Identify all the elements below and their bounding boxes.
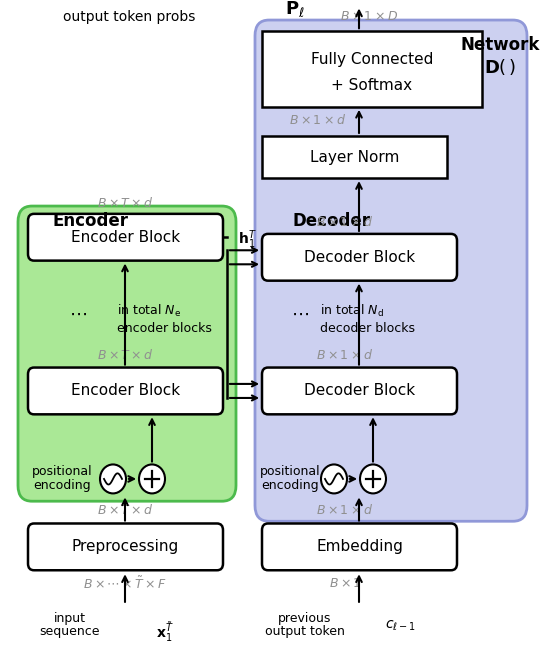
Text: Decoder Block: Decoder Block — [304, 250, 415, 265]
FancyBboxPatch shape — [262, 368, 457, 414]
Text: previous: previous — [279, 612, 332, 625]
Text: $B \times T \times d$: $B \times T \times d$ — [96, 348, 153, 362]
Text: decoder blocks: decoder blocks — [320, 322, 415, 335]
Text: Network: Network — [460, 36, 540, 54]
Text: $B \times T \times d$: $B \times T \times d$ — [96, 196, 153, 210]
Text: positional: positional — [32, 464, 92, 477]
Text: $B \times \cdots \times \tilde{T} \times F$: $B \times \cdots \times \tilde{T} \times… — [83, 576, 167, 592]
Text: input: input — [54, 612, 86, 625]
Bar — [262, 136, 447, 178]
Text: $c_{\ell-1}$: $c_{\ell-1}$ — [385, 619, 416, 633]
Text: Preprocessing: Preprocessing — [72, 539, 179, 554]
Circle shape — [360, 464, 386, 494]
Bar — [262, 31, 482, 107]
Text: Fully Connected: Fully Connected — [311, 52, 433, 67]
Text: Decoder Block: Decoder Block — [304, 384, 415, 399]
Text: encoding: encoding — [261, 479, 319, 492]
FancyBboxPatch shape — [255, 20, 527, 521]
Text: Encoder Block: Encoder Block — [71, 384, 180, 399]
Text: Layer Norm: Layer Norm — [310, 149, 399, 165]
Circle shape — [321, 464, 347, 494]
Text: output token: output token — [265, 625, 345, 638]
Circle shape — [100, 464, 126, 494]
FancyBboxPatch shape — [28, 368, 223, 414]
Text: $\cdots$: $\cdots$ — [69, 305, 87, 323]
FancyBboxPatch shape — [262, 523, 457, 570]
FancyBboxPatch shape — [28, 523, 223, 570]
Text: Encoder: Encoder — [52, 211, 128, 229]
Text: $B \times 1 \times d$: $B \times 1 \times d$ — [289, 113, 347, 127]
FancyBboxPatch shape — [262, 234, 457, 280]
Text: Decoder: Decoder — [293, 211, 371, 229]
Text: in total $N_\mathrm{e}$: in total $N_\mathrm{e}$ — [117, 303, 181, 318]
Text: $\mathbf{D}(\,)$: $\mathbf{D}(\,)$ — [484, 57, 516, 77]
Text: $B \times 1 \times D$: $B \times 1 \times D$ — [340, 10, 398, 23]
Text: $B \times 1 \times d$: $B \times 1 \times d$ — [317, 503, 374, 517]
FancyBboxPatch shape — [28, 214, 223, 260]
Text: $B \times 1 \times d$: $B \times 1 \times d$ — [317, 214, 374, 229]
Text: $\mathbf{h}_1^T$: $\mathbf{h}_1^T$ — [238, 228, 257, 251]
Text: $B \times T \times d$: $B \times T \times d$ — [96, 503, 153, 517]
Text: encoding: encoding — [33, 479, 91, 492]
FancyBboxPatch shape — [18, 206, 236, 501]
Text: + Softmax: + Softmax — [331, 78, 412, 93]
Text: in total $N_\mathrm{d}$: in total $N_\mathrm{d}$ — [320, 303, 384, 318]
Text: Embedding: Embedding — [316, 539, 403, 554]
Text: Encoder Block: Encoder Block — [71, 230, 180, 245]
Text: output token probs: output token probs — [63, 10, 195, 24]
Text: $B \times 1$: $B \times 1$ — [329, 577, 361, 590]
Text: positional: positional — [259, 464, 320, 477]
Text: $B \times 1 \times d$: $B \times 1 \times d$ — [317, 348, 374, 362]
Text: $\mathbf{P}_\ell$: $\mathbf{P}_\ell$ — [285, 0, 305, 19]
Text: $\cdots$: $\cdots$ — [291, 305, 309, 323]
Text: $\mathbf{x}_1^{\tilde{T}}$: $\mathbf{x}_1^{\tilde{T}}$ — [156, 620, 174, 643]
Text: sequence: sequence — [40, 625, 100, 638]
Circle shape — [139, 464, 165, 494]
Text: encoder blocks: encoder blocks — [117, 322, 212, 335]
